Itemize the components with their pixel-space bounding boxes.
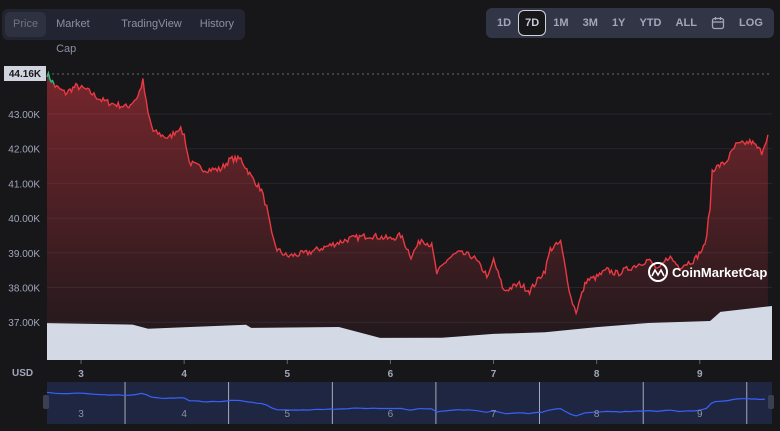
x-tick-label: 3 <box>78 369 84 380</box>
tab-tradingview[interactable]: TradingView <box>121 18 182 30</box>
navigator-tick-label: 8 <box>594 409 600 420</box>
volume-area <box>47 306 772 360</box>
y-tick-label: 37.00K <box>8 318 40 329</box>
watermark-text: CoinMarketCap <box>672 265 767 280</box>
navigator-tick-label: 4 <box>181 409 187 420</box>
navigator-left-handle[interactable] <box>43 395 49 409</box>
calendar-button[interactable] <box>704 10 732 36</box>
x-tick-label: 9 <box>697 369 703 380</box>
navigator-tick-label: 6 <box>388 409 394 420</box>
y-tick-label: 43.00K <box>8 110 40 121</box>
range-ytd[interactable]: YTD <box>639 17 662 29</box>
current-price-label: 44.16K <box>9 69 42 80</box>
price-line <box>46 70 769 316</box>
tab-market-cap[interactable]: Market Cap <box>56 18 90 55</box>
y-tick-label: 41.00K <box>8 179 40 190</box>
x-tick-label: 5 <box>285 369 291 380</box>
y-tick-label: 39.00K <box>8 249 40 260</box>
x-tick-label: 7 <box>491 369 497 380</box>
navigator-tick-label: 7 <box>491 409 497 420</box>
tab-history[interactable]: History <box>199 18 234 30</box>
range-all[interactable]: ALL <box>675 17 697 29</box>
currency-label: USD <box>12 368 33 379</box>
watermark-logo: CoinMarketCap <box>648 262 767 282</box>
price-area <box>47 73 768 360</box>
x-tick-label: 6 <box>388 369 394 380</box>
range-1m[interactable]: 1M <box>553 17 569 29</box>
navigator-tick-label: 9 <box>697 409 703 420</box>
range-1d[interactable]: 1D <box>497 17 512 29</box>
y-tick-label: 40.00K <box>8 214 40 225</box>
navigator-tick-label: 5 <box>285 409 291 420</box>
x-tick-label: 4 <box>181 369 187 380</box>
range-7d[interactable]: 7D <box>518 10 547 36</box>
range-log[interactable]: LOG <box>739 17 763 29</box>
x-tick-label: 8 <box>594 369 600 380</box>
y-tick-label: 42.00K <box>8 145 40 156</box>
chart-type-tabs: Price Market Cap TradingView History <box>2 9 245 55</box>
navigator[interactable]: 3 4 5 6 7 8 9 <box>43 382 774 424</box>
calendar-icon <box>711 17 725 30</box>
y-tick-label: 38.00K <box>8 284 40 295</box>
time-range-selector: 1D 7D 1M 3M 1Y YTD ALL LOG <box>486 8 774 38</box>
current-price-tag <box>4 66 46 81</box>
range-3m[interactable]: 3M <box>582 17 598 29</box>
navigator-tick-label: 3 <box>78 409 84 420</box>
tab-price[interactable]: Price <box>5 12 47 37</box>
navigator-right-handle[interactable] <box>768 395 774 409</box>
range-1y[interactable]: 1Y <box>611 17 626 29</box>
navigator-line <box>46 391 765 417</box>
